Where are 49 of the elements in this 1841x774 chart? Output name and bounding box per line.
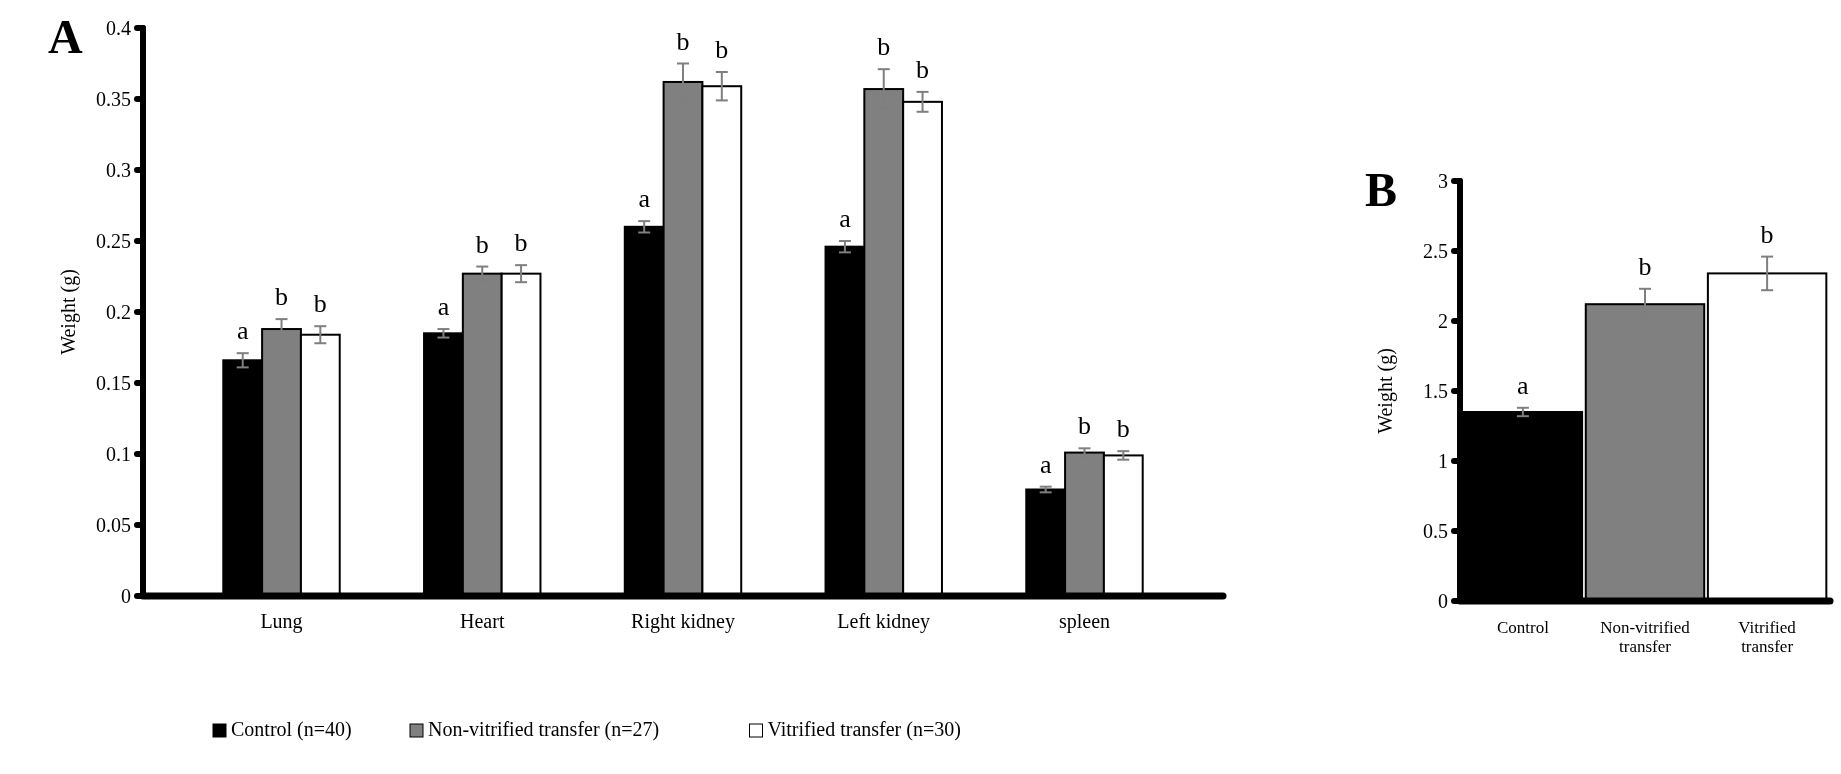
data-label: b: [313, 289, 327, 319]
data-label: b: [916, 54, 930, 84]
data-label: a: [1517, 370, 1530, 400]
y-tick-label: 2.5: [1423, 240, 1448, 262]
x-tick-label: Right kidney: [631, 610, 735, 633]
y-tick-label: 0.1: [106, 443, 131, 465]
chart-title: A: [48, 10, 83, 63]
y-tick-label: 0.25: [96, 230, 131, 252]
y-tick-label: 2: [1438, 310, 1448, 332]
data-label: b: [514, 228, 528, 258]
y-tick-label: 1: [1438, 450, 1448, 472]
data-label: b: [1760, 219, 1774, 249]
chart-title: B: [1365, 163, 1398, 216]
x-tick-label: Non-vitrified transfer: [1600, 618, 1691, 656]
x-tick-label: Lung: [260, 610, 303, 633]
data-label: b: [1077, 411, 1091, 441]
y-tick-label: 0.15: [96, 372, 131, 394]
data-label: b: [877, 32, 891, 62]
data-label: a: [1039, 449, 1052, 479]
data-label: b: [1116, 414, 1130, 444]
legend-label: Vitrified transfer (n=30): [767, 718, 961, 741]
y-axis-title: Weight (g): [1374, 348, 1397, 434]
y-tick-label: 3: [1438, 170, 1448, 192]
legend-label: Control (n=40): [231, 718, 352, 741]
x-tick-label: Heart: [460, 610, 505, 632]
x-tick-label: Left kidney: [837, 610, 931, 633]
data-label: a: [236, 316, 249, 346]
x-tick-label: Vitrified transfer: [1738, 618, 1797, 656]
y-tick-label: 0.4: [106, 17, 131, 39]
data-label: b: [715, 35, 729, 65]
y-tick-label: 0: [1438, 590, 1448, 612]
y-tick-label: 0: [121, 585, 131, 607]
data-label: a: [437, 292, 450, 322]
data-label: b: [1638, 251, 1652, 281]
x-tick-label: spleen: [1058, 610, 1111, 633]
y-tick-label: 0.05: [96, 514, 131, 536]
data-label: a: [638, 184, 651, 214]
y-tick-label: 1.5: [1423, 380, 1448, 402]
x-tick-label: Control: [1496, 618, 1550, 637]
data-label: a: [839, 204, 852, 233]
y-tick-label: 0.5: [1423, 520, 1448, 542]
y-tick-label: 0.3: [106, 159, 131, 181]
data-label: b: [475, 229, 489, 259]
y-axis-title: Weight (g): [57, 269, 80, 355]
data-label: b: [676, 26, 690, 56]
legend-label: Non-vitrified transfer (n=27): [428, 718, 660, 741]
y-tick-label: 0.35: [96, 88, 131, 110]
data-label: b: [275, 282, 289, 312]
y-tick-label: 0.2: [106, 301, 131, 323]
